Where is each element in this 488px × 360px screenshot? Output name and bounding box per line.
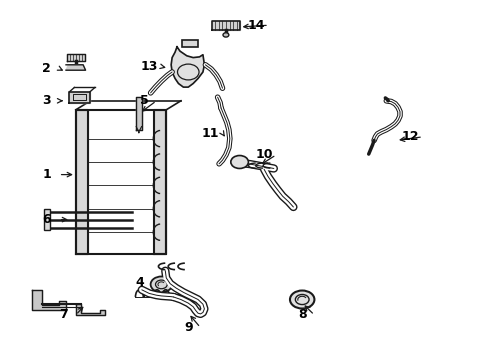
Circle shape	[230, 156, 248, 168]
Text: 13: 13	[140, 60, 158, 73]
Circle shape	[223, 33, 228, 37]
Polygon shape	[136, 97, 142, 130]
Text: 2: 2	[42, 62, 51, 75]
Text: 6: 6	[42, 213, 51, 226]
Circle shape	[289, 291, 314, 309]
Circle shape	[150, 276, 172, 292]
Polygon shape	[171, 47, 204, 87]
Bar	[182, 40, 198, 47]
Text: 14: 14	[247, 19, 265, 32]
Text: 1: 1	[42, 168, 51, 181]
Text: 3: 3	[42, 94, 51, 107]
Text: 11: 11	[201, 127, 219, 140]
Polygon shape	[69, 92, 90, 103]
Polygon shape	[76, 304, 105, 315]
Polygon shape	[154, 110, 166, 254]
Polygon shape	[76, 110, 88, 254]
Text: 5: 5	[140, 94, 148, 107]
Text: 4: 4	[135, 276, 143, 289]
Bar	[76, 110, 166, 254]
Text: 7: 7	[59, 309, 68, 321]
Polygon shape	[67, 54, 84, 61]
Polygon shape	[212, 21, 239, 30]
Polygon shape	[66, 65, 85, 70]
Polygon shape	[32, 290, 66, 310]
Text: 12: 12	[401, 130, 419, 143]
Text: 9: 9	[183, 321, 192, 334]
Text: 10: 10	[255, 148, 272, 161]
Bar	[44, 209, 50, 230]
Text: 8: 8	[297, 309, 306, 321]
